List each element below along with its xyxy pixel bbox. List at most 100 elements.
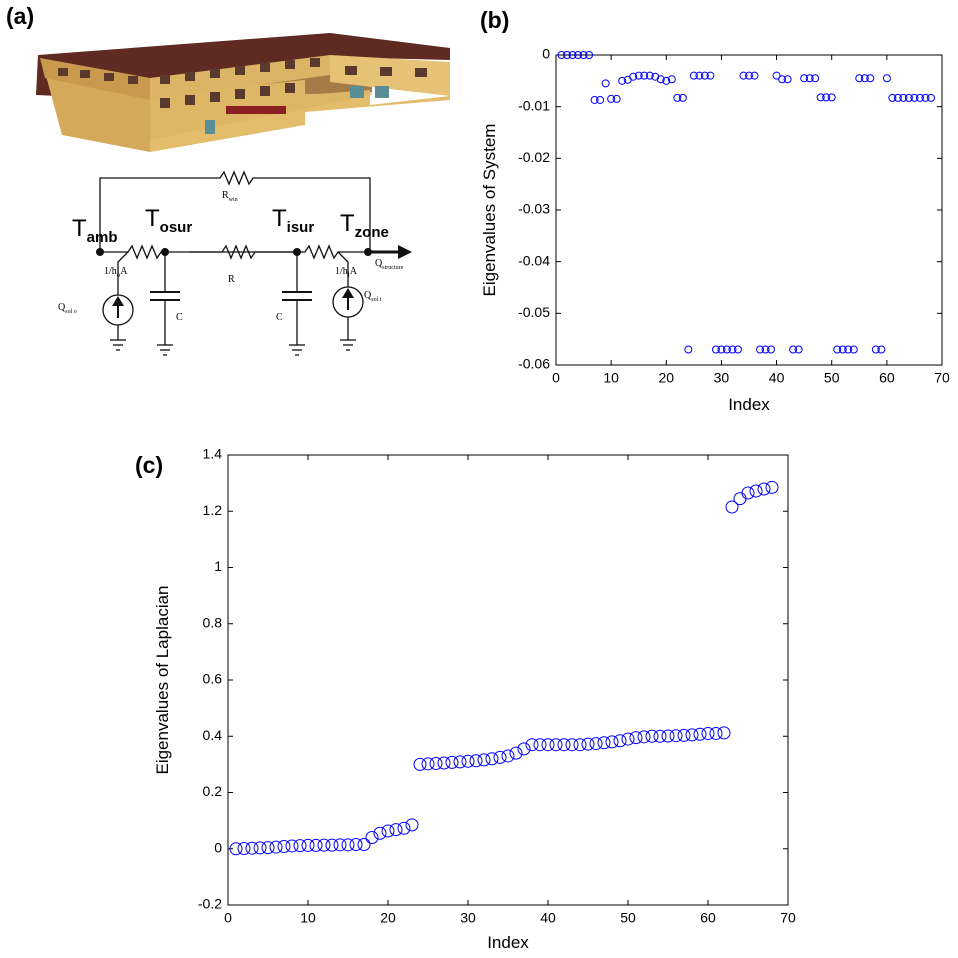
point [855,74,864,83]
x-tick-label: 50 [620,910,636,926]
point [849,345,858,354]
circuit [96,170,412,356]
circuit-labels: Tamb Tosur Tisur Tzone Rwin 1/hoA R 1/hi… [58,190,404,323]
y-tick-label: 1.2 [203,502,223,518]
point [485,752,499,766]
point [618,76,627,85]
panel-label: (a) [6,3,34,29]
point [317,838,331,852]
point [653,729,667,743]
point [811,74,820,83]
point [673,93,682,102]
capacitor-label: C [276,312,283,323]
point [733,345,742,354]
y-tick-label: 0.8 [203,614,223,630]
point [333,838,347,852]
point [822,93,831,102]
point [629,731,643,745]
point [838,345,847,354]
point [728,345,737,354]
resistor-label: 1/hiA [335,266,358,279]
point [341,838,355,852]
source-label: Qsol i [364,290,382,303]
point [860,74,869,83]
point [269,840,283,854]
x-tick-label: 70 [934,370,950,386]
point [621,732,635,746]
point [800,74,809,83]
y-tick-label: -0.2 [198,896,222,912]
point [739,71,748,80]
y-axis-label: Eigenvalues of Laplacian [153,585,172,774]
point [761,345,770,354]
point [910,93,919,102]
point [677,728,691,742]
x-tick-label: 30 [714,370,730,386]
resistor-label: R [228,274,235,285]
source-label: Qsol o [58,302,77,315]
point [469,754,483,768]
point [325,838,339,852]
x-tick-label: 30 [460,910,476,926]
point [711,345,720,354]
point [607,94,616,103]
point [765,480,779,494]
y-tick-label: 0.6 [203,671,223,687]
point [612,94,621,103]
point [301,838,315,852]
point [557,51,566,59]
y-tick-label: -0.06 [518,356,550,372]
point [717,345,726,354]
point [662,76,671,85]
point [237,841,251,855]
y-tick-label: 1.4 [203,446,223,462]
point [816,93,825,102]
point [365,831,379,844]
point [229,842,243,856]
x-tick-label: 40 [769,370,785,386]
point [397,821,411,835]
point [866,74,875,83]
point [597,736,611,750]
point [596,95,605,104]
point [877,345,886,354]
point [921,93,930,102]
point [756,345,765,354]
point [733,492,747,506]
y-tick-label: 0.4 [203,727,223,743]
y-tick-label: 1 [214,558,222,574]
point [357,838,371,852]
node-label: Tamb [72,215,118,246]
point [589,737,603,751]
flow-label: Qstructure [375,258,404,271]
point [645,71,654,80]
point [568,51,577,59]
point [656,75,665,84]
point [477,753,491,767]
point [693,727,707,741]
point [585,51,594,59]
point [557,738,571,752]
point [722,345,731,354]
point [389,823,403,837]
point [461,754,475,768]
x-axis-label: Index [728,395,770,414]
point [563,51,572,59]
point [565,738,579,752]
y-axis-label: Eigenvalues of System [480,124,499,297]
point [581,737,595,751]
point [701,726,715,740]
y-tick-label: -0.04 [518,252,550,268]
point [640,71,649,80]
point [805,74,814,83]
point [277,840,291,853]
x-tick-label: 60 [879,370,895,386]
y-tick-label: 0 [214,839,222,855]
point [549,738,563,752]
point [700,71,709,80]
point [574,51,583,59]
resistor-label: Rwin [222,190,238,203]
point [445,755,459,769]
point [794,345,803,354]
point [915,93,924,102]
